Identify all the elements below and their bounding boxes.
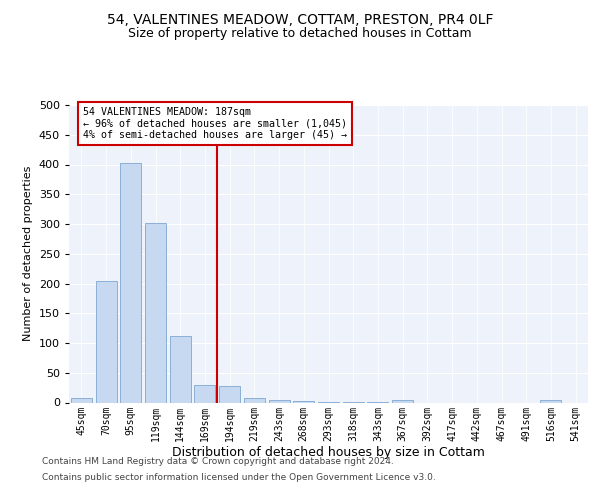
Bar xyxy=(71,398,92,402)
Bar xyxy=(120,164,141,402)
Bar xyxy=(219,386,240,402)
Bar xyxy=(194,384,215,402)
Bar xyxy=(145,223,166,402)
Text: 54 VALENTINES MEADOW: 187sqm
← 96% of detached houses are smaller (1,045)
4% of : 54 VALENTINES MEADOW: 187sqm ← 96% of de… xyxy=(83,107,347,140)
Bar xyxy=(95,280,116,402)
Text: Contains public sector information licensed under the Open Government Licence v3: Contains public sector information licen… xyxy=(42,472,436,482)
Bar xyxy=(392,400,413,402)
Bar xyxy=(244,398,265,402)
Bar xyxy=(541,400,562,402)
Y-axis label: Number of detached properties: Number of detached properties xyxy=(23,166,33,342)
Bar xyxy=(269,400,290,402)
Bar xyxy=(170,336,191,402)
X-axis label: Distribution of detached houses by size in Cottam: Distribution of detached houses by size … xyxy=(172,446,485,459)
Text: Size of property relative to detached houses in Cottam: Size of property relative to detached ho… xyxy=(128,28,472,40)
Text: Contains HM Land Registry data © Crown copyright and database right 2024.: Contains HM Land Registry data © Crown c… xyxy=(42,458,394,466)
Text: 54, VALENTINES MEADOW, COTTAM, PRESTON, PR4 0LF: 54, VALENTINES MEADOW, COTTAM, PRESTON, … xyxy=(107,12,493,26)
